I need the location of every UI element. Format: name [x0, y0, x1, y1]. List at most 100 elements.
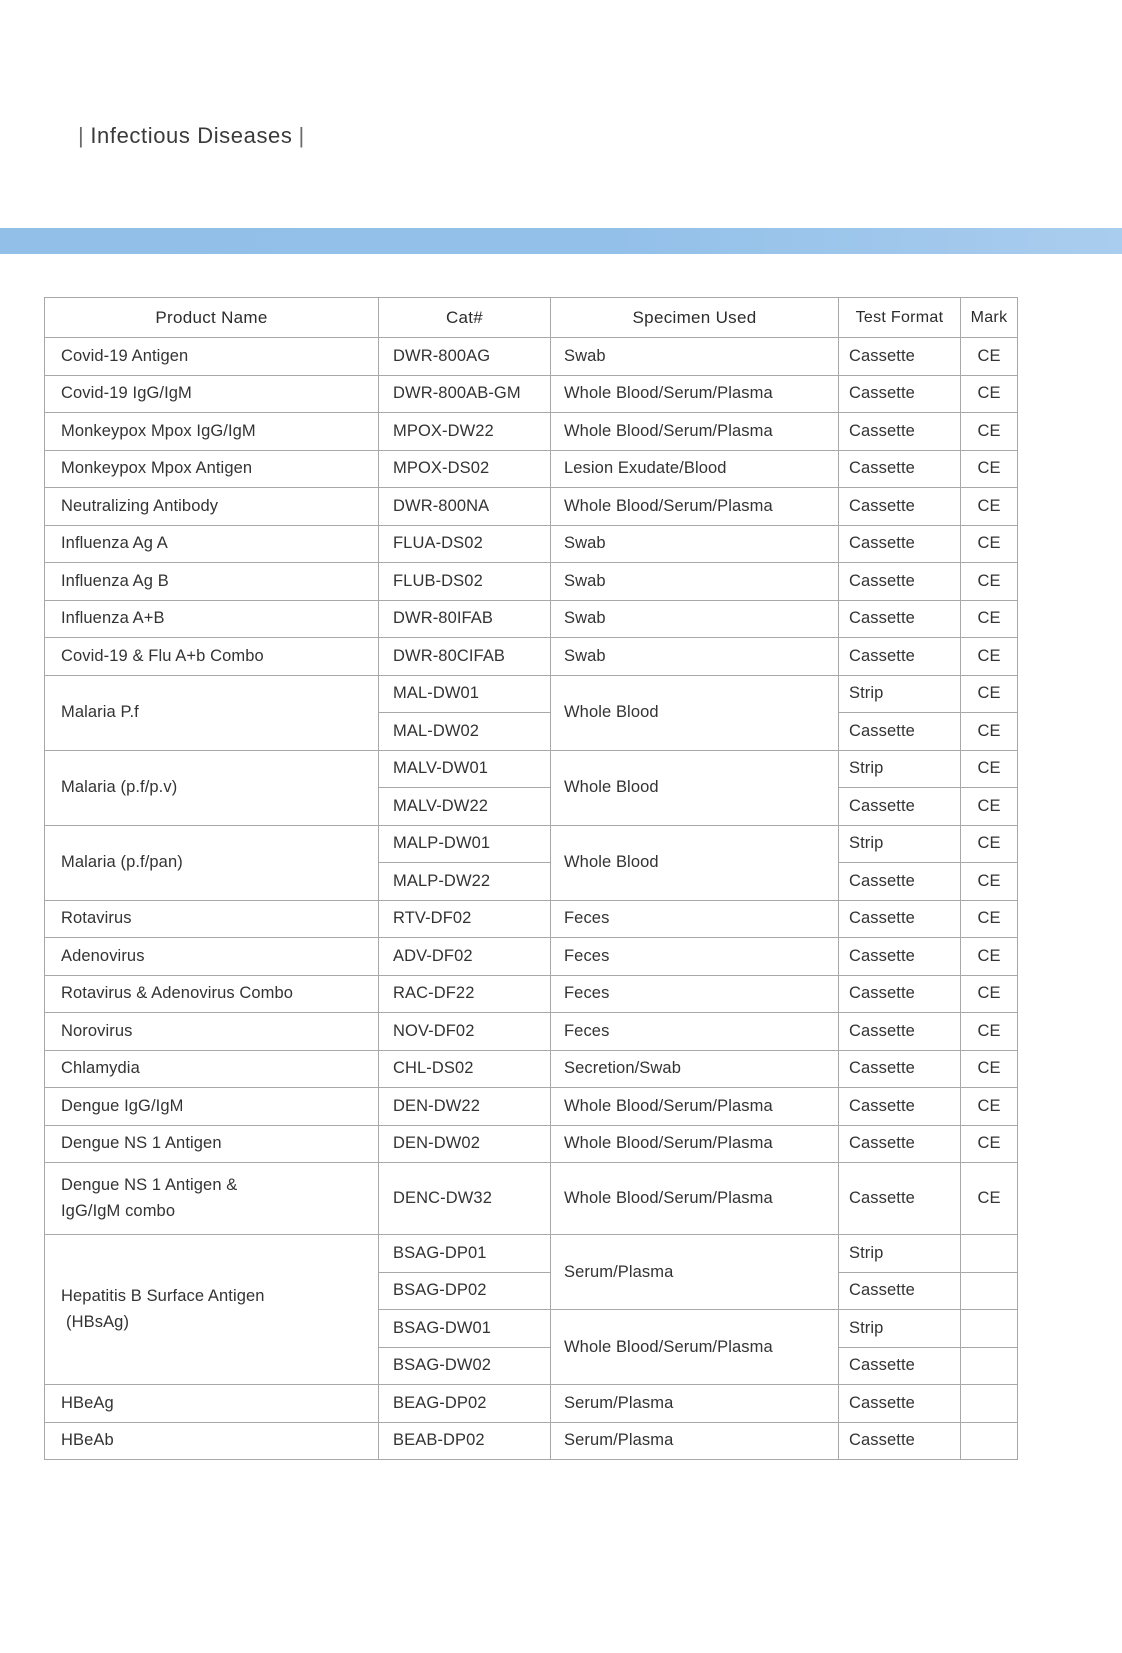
cell-product-name: Rotavirus [44, 899, 379, 938]
table-header-row: Product Name Cat# Specimen Used Test For… [44, 297, 1018, 338]
table-row: Covid-19 IgG/IgM DWR-800AB-GM Whole Bloo… [44, 374, 1018, 413]
cell-cat: DWR-800AG [378, 337, 551, 376]
cell-test-format: Strip [838, 749, 961, 788]
cell-mark: CE [960, 524, 1018, 563]
cell-specimen: Swab [550, 562, 839, 601]
cell-cat: NOV-DF02 [378, 1012, 551, 1051]
table-row: Dengue NS 1 Antigen DEN-DW02 Whole Blood… [44, 1124, 1018, 1163]
table-row: Rotavirus & Adenovirus Combo RAC-DF22 Fe… [44, 974, 1018, 1013]
cell-test-format: Cassette [838, 1162, 961, 1235]
cell-specimen: Feces [550, 1012, 839, 1051]
cell-cat: DWR-800NA [378, 487, 551, 526]
cell-test-format: Cassette [838, 637, 961, 676]
cell-specimen: Feces [550, 937, 839, 976]
cell-mark: CE [960, 1049, 1018, 1088]
cell-test-format: Strip [838, 824, 961, 863]
cell-test-format: Cassette [838, 937, 961, 976]
cell-test-format: Cassette [838, 1271, 961, 1310]
table-row: Monkeypox Mpox IgG/IgM MPOX-DW22 Whole B… [44, 412, 1018, 451]
cell-product-name-line2: IgG/IgM combo [61, 1201, 176, 1220]
cell-product-name: Dengue NS 1 Antigen & IgG/IgM combo [44, 1162, 379, 1235]
cell-mark: CE [960, 824, 1018, 863]
cell-mark: CE [960, 937, 1018, 976]
cell-test-format: Cassette [838, 974, 961, 1013]
table-row: Dengue NS 1 Antigen & IgG/IgM combo DENC… [44, 1162, 1018, 1235]
cell-mark: CE [960, 899, 1018, 938]
cell-mark: CE [960, 1012, 1018, 1051]
cell-cat: ADV-DF02 [378, 937, 551, 976]
cell-mark [960, 1309, 1018, 1348]
cell-mark [960, 1384, 1018, 1423]
cell-cat: MPOX-DW22 [378, 412, 551, 451]
title-left-bar: | [78, 123, 85, 148]
table-row: Covid-19 Antigen DWR-800AG Swab Cassette… [44, 337, 1018, 376]
table-row: BSAG-DW02 Cassette [45, 1346, 1018, 1385]
cell-specimen: Serum/Plasma [550, 1421, 839, 1460]
table-row: Rotavirus RTV-DF02 Feces Cassette CE [44, 899, 1018, 938]
table-row: HBeAb BEAB-DP02 Serum/Plasma Cassette [44, 1421, 1018, 1460]
cell-test-format: Cassette [838, 712, 961, 751]
cell-product-name-line1: Dengue NS 1 Antigen & [61, 1175, 238, 1194]
cell-product-name: HBeAg [44, 1384, 379, 1423]
cell-cat: MPOX-DS02 [378, 449, 551, 488]
page-title: | Infectious Diseases | [72, 123, 311, 149]
cell-mark: CE [960, 787, 1018, 826]
cell-test-format: Cassette [838, 1049, 961, 1088]
table-row: MALV-DW22 Cassette CE [45, 787, 1018, 826]
cell-mark: CE [960, 1124, 1018, 1163]
table-body: Covid-19 Antigen DWR-800AG Swab Cassette… [44, 337, 1018, 1460]
cell-specimen: Secretion/Swab [550, 1049, 839, 1088]
cell-specimen: Whole Blood/Serum/Plasma [550, 487, 839, 526]
cell-mark: CE [960, 599, 1018, 638]
column-header-cat: Cat# [378, 297, 551, 338]
cell-product-name: Dengue IgG/IgM [44, 1087, 379, 1126]
cell-specimen: Whole Blood/Serum/Plasma [550, 1124, 839, 1163]
cell-mark [960, 1234, 1018, 1273]
table-row: Adenovirus ADV-DF02 Feces Cassette CE [44, 937, 1018, 976]
cell-specimen-group: Whole Blood [550, 749, 839, 826]
table-row: Monkeypox Mpox Antigen MPOX-DS02 Lesion … [44, 449, 1018, 488]
cell-test-format: Cassette [838, 862, 961, 901]
cell-mark: CE [960, 412, 1018, 451]
cell-product-name-line1: Hepatitis B Surface Antigen [61, 1286, 265, 1305]
cell-specimen: Whole Blood/Serum/Plasma [550, 1087, 839, 1126]
cell-mark: CE [960, 637, 1018, 676]
cell-product-name: Covid-19 & Flu A+b Combo [44, 637, 379, 676]
cell-specimen-group: Whole Blood [550, 674, 839, 751]
cell-product-name: Rotavirus & Adenovirus Combo [44, 974, 379, 1013]
cell-mark [960, 1271, 1018, 1310]
cell-cat: DENC-DW32 [378, 1162, 551, 1235]
cell-product-name: HBeAb [44, 1421, 379, 1460]
cell-mark: CE [960, 862, 1018, 901]
cell-product-name: Chlamydia [44, 1049, 379, 1088]
cell-cat: MALV-DW22 [378, 787, 551, 826]
column-header-product-name: Product Name [44, 297, 379, 338]
table-row: Malaria (p.f/pan) MALP-DW01 Whole Blood … [44, 824, 1018, 901]
table-row: Malaria (p.f/p.v) MALV-DW01 Whole Blood … [44, 749, 1018, 826]
cell-test-format: Strip [838, 674, 961, 713]
cell-cat: BSAG-DP02 [378, 1271, 551, 1310]
cell-test-format: Cassette [838, 524, 961, 563]
cell-cat: CHL-DS02 [378, 1049, 551, 1088]
table-row: Dengue IgG/IgM DEN-DW22 Whole Blood/Seru… [44, 1087, 1018, 1126]
cell-test-format: Cassette [838, 899, 961, 938]
cell-product-name: Influenza Ag A [44, 524, 379, 563]
cell-specimen: Whole Blood/Serum/Plasma [550, 1162, 839, 1235]
cell-test-format: Cassette [838, 487, 961, 526]
cell-cat: FLUA-DS02 [378, 524, 551, 563]
cell-cat: RTV-DF02 [378, 899, 551, 938]
cell-cat: BEAG-DP02 [378, 1384, 551, 1423]
cell-test-format: Cassette [838, 599, 961, 638]
column-header-mark: Mark [960, 297, 1018, 338]
cell-cat: BSAG-DP01 [378, 1234, 551, 1273]
table-row: MAL-DW02 Cassette CE [45, 712, 1018, 751]
cell-test-format: Cassette [838, 562, 961, 601]
cell-product-name: Influenza Ag B [44, 562, 379, 601]
cell-product-name: Adenovirus [44, 937, 379, 976]
cell-cat: DWR-80CIFAB [378, 637, 551, 676]
cell-cat: MALV-DW01 [378, 749, 551, 788]
cell-test-format: Cassette [838, 412, 961, 451]
cell-mark: CE [960, 974, 1018, 1013]
cell-mark: CE [960, 562, 1018, 601]
cell-mark [960, 1346, 1018, 1385]
